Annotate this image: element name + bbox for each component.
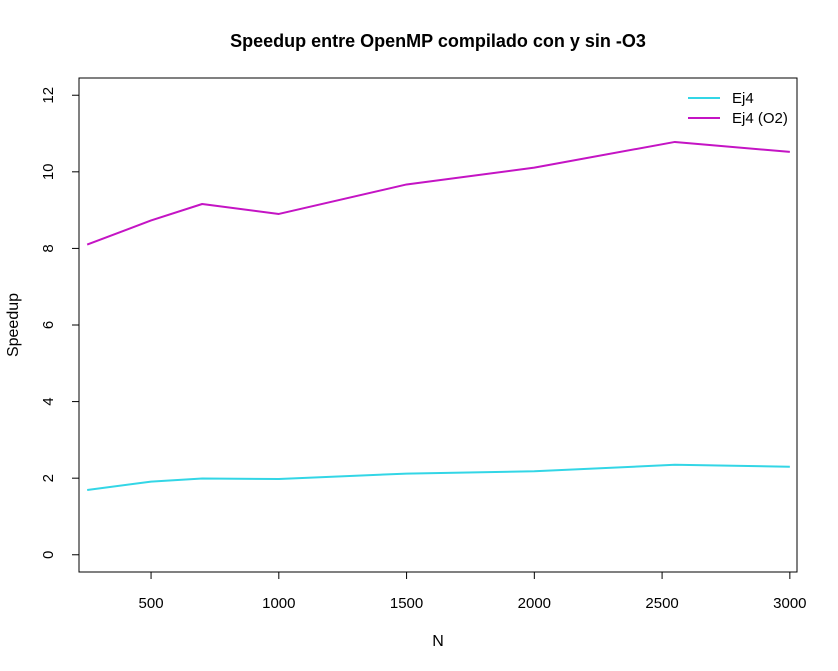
y-tick-label: 8 [40,244,57,252]
x-axis: 500 1000 1500 2000 2500 3000 [139,571,807,612]
y-axis: 0 2 4 6 8 10 12 [40,87,80,559]
x-tick-label: 2000 [518,595,551,612]
x-tick-label: 1500 [390,595,423,612]
y-tick-label: 6 [40,321,57,329]
x-tick-label: 500 [139,595,164,612]
y-tick-label: 10 [40,163,57,180]
y-axis-label: Speedup [5,293,22,357]
x-tick-label: 2500 [645,595,678,612]
y-tick-label: 12 [40,87,57,104]
legend-label: Ej4 (O2) [732,110,788,127]
legend-label: Ej4 [732,90,754,107]
chart-title: Speedup entre OpenMP compilado con y sin… [230,31,646,51]
y-tick-label: 4 [40,397,57,405]
y-tick-label: 0 [40,551,57,559]
x-tick-label: 3000 [773,595,806,612]
series-line-1 [87,463,790,492]
plot-frame [78,77,798,573]
legend: Ej4 Ej4 (O2) [688,90,788,127]
x-axis-label: N [432,633,444,650]
y-tick-label: 2 [40,474,57,482]
series-line-2 [86,140,790,246]
series-layer [86,140,790,492]
x-tick-label: 1000 [262,595,295,612]
